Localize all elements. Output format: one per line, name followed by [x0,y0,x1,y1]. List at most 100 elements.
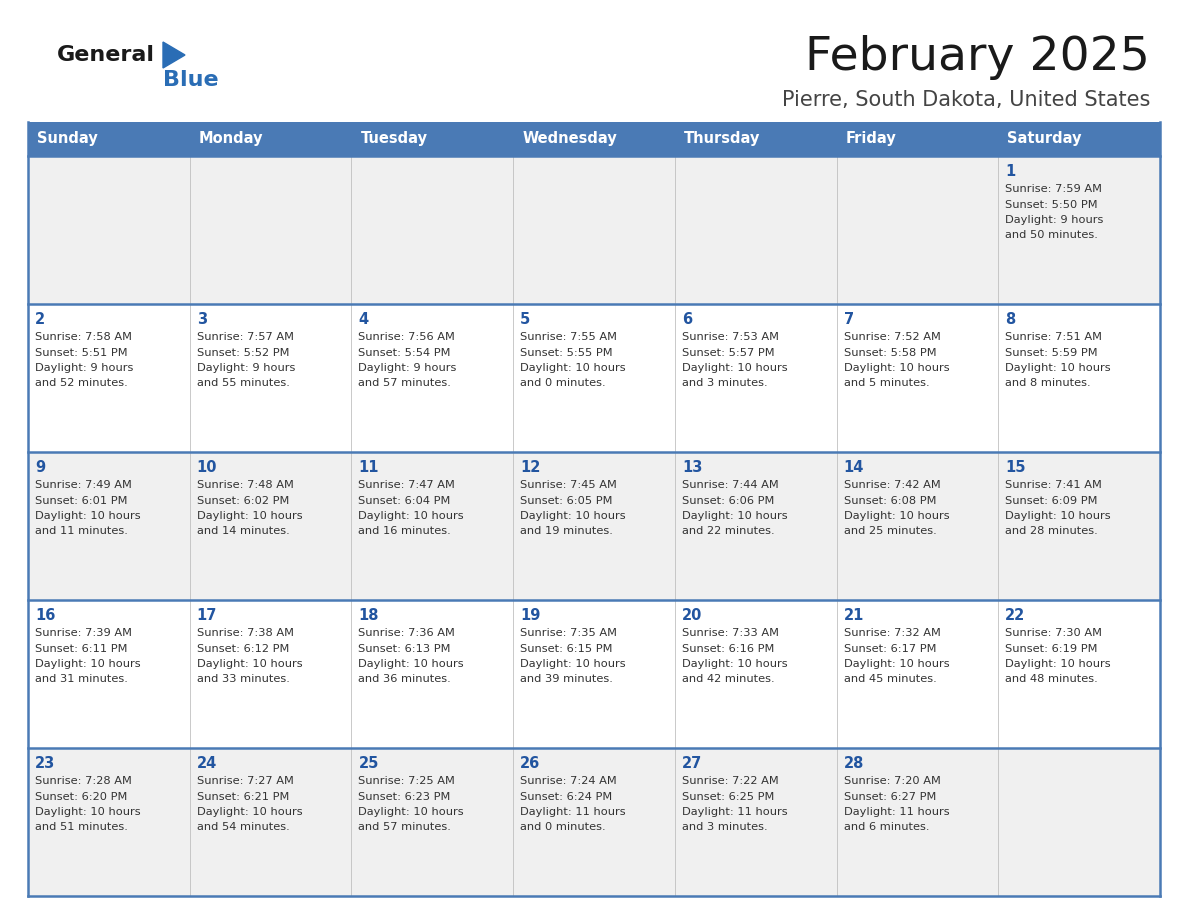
Text: Daylight: 11 hours: Daylight: 11 hours [843,807,949,817]
Text: Sunrise: 7:30 AM: Sunrise: 7:30 AM [1005,628,1102,638]
Text: Sunset: 6:04 PM: Sunset: 6:04 PM [359,496,450,506]
Text: Sunset: 5:51 PM: Sunset: 5:51 PM [34,348,127,357]
Text: Daylight: 9 hours: Daylight: 9 hours [34,363,133,373]
Text: 6: 6 [682,311,691,327]
Text: Sunrise: 7:41 AM: Sunrise: 7:41 AM [1005,480,1102,490]
Bar [190,122,352,156]
Text: Sunset: 5:52 PM: Sunset: 5:52 PM [197,348,289,357]
Text: Sunset: 6:16 PM: Sunset: 6:16 PM [682,644,775,654]
Text: Sunset: 5:54 PM: Sunset: 5:54 PM [359,348,451,357]
Text: Wednesday: Wednesday [523,131,617,147]
Text: 3: 3 [197,311,207,327]
Text: Sunrise: 7:28 AM: Sunrise: 7:28 AM [34,776,132,786]
Text: Daylight: 10 hours: Daylight: 10 hours [1005,511,1111,521]
Text: Friday: Friday [846,131,896,147]
Text: Daylight: 10 hours: Daylight: 10 hours [1005,363,1111,373]
Text: Daylight: 10 hours: Daylight: 10 hours [843,659,949,669]
Text: Daylight: 10 hours: Daylight: 10 hours [197,807,302,817]
Text: and 25 minutes.: and 25 minutes. [843,527,936,536]
Text: Sunset: 5:58 PM: Sunset: 5:58 PM [843,348,936,357]
Text: Sunset: 6:11 PM: Sunset: 6:11 PM [34,644,127,654]
Text: and 11 minutes.: and 11 minutes. [34,527,128,536]
Text: and 0 minutes.: and 0 minutes. [520,378,606,388]
Text: Sunrise: 7:57 AM: Sunrise: 7:57 AM [197,332,293,342]
Text: Daylight: 9 hours: Daylight: 9 hours [197,363,295,373]
Text: 27: 27 [682,756,702,770]
Text: 14: 14 [843,460,864,475]
Text: Daylight: 10 hours: Daylight: 10 hours [34,511,140,521]
Text: and 8 minutes.: and 8 minutes. [1005,378,1091,388]
Bar [29,122,190,156]
Text: and 28 minutes.: and 28 minutes. [1005,527,1098,536]
Text: Sunset: 6:05 PM: Sunset: 6:05 PM [520,496,613,506]
Text: Monday: Monday [198,131,264,147]
Text: Sunrise: 7:59 AM: Sunrise: 7:59 AM [1005,184,1102,194]
Text: 28: 28 [843,756,864,770]
Text: 9: 9 [34,460,45,475]
Text: 16: 16 [34,608,56,622]
Text: and 0 minutes.: and 0 minutes. [520,823,606,833]
Text: General: General [57,45,154,65]
Text: Sunrise: 7:22 AM: Sunrise: 7:22 AM [682,776,778,786]
Text: Sunset: 6:01 PM: Sunset: 6:01 PM [34,496,127,506]
Text: Daylight: 10 hours: Daylight: 10 hours [520,659,626,669]
Bar [836,122,998,156]
Text: Daylight: 10 hours: Daylight: 10 hours [520,363,626,373]
Text: 19: 19 [520,608,541,622]
Text: and 3 minutes.: and 3 minutes. [682,823,767,833]
Text: and 48 minutes.: and 48 minutes. [1005,675,1098,685]
Text: Sunset: 6:15 PM: Sunset: 6:15 PM [520,644,613,654]
Text: Sunrise: 7:42 AM: Sunrise: 7:42 AM [843,480,941,490]
Bar [29,748,1159,896]
Text: Sunrise: 7:53 AM: Sunrise: 7:53 AM [682,332,779,342]
Text: Daylight: 10 hours: Daylight: 10 hours [197,659,302,669]
Text: Sunrise: 7:32 AM: Sunrise: 7:32 AM [843,628,941,638]
Text: Sunset: 5:50 PM: Sunset: 5:50 PM [1005,199,1098,209]
Text: Sunset: 6:06 PM: Sunset: 6:06 PM [682,496,775,506]
Text: and 31 minutes.: and 31 minutes. [34,675,128,685]
Text: Sunrise: 7:55 AM: Sunrise: 7:55 AM [520,332,617,342]
Text: Sunrise: 7:27 AM: Sunrise: 7:27 AM [197,776,293,786]
Text: and 22 minutes.: and 22 minutes. [682,527,775,536]
Text: Sunset: 5:59 PM: Sunset: 5:59 PM [1005,348,1098,357]
Text: Sunrise: 7:39 AM: Sunrise: 7:39 AM [34,628,132,638]
Text: Sunday: Sunday [37,131,97,147]
Text: Sunset: 6:27 PM: Sunset: 6:27 PM [843,791,936,801]
Text: 15: 15 [1005,460,1025,475]
Text: Daylight: 10 hours: Daylight: 10 hours [197,511,302,521]
Text: and 6 minutes.: and 6 minutes. [843,823,929,833]
Text: Pierre, South Dakota, United States: Pierre, South Dakota, United States [782,90,1150,110]
Text: 1: 1 [1005,163,1016,178]
Text: Sunrise: 7:35 AM: Sunrise: 7:35 AM [520,628,617,638]
Text: and 42 minutes.: and 42 minutes. [682,675,775,685]
Text: Thursday: Thursday [684,131,760,147]
Text: and 19 minutes.: and 19 minutes. [520,527,613,536]
Text: Daylight: 10 hours: Daylight: 10 hours [682,511,788,521]
Text: Sunset: 6:21 PM: Sunset: 6:21 PM [197,791,289,801]
Text: 12: 12 [520,460,541,475]
Text: Sunrise: 7:24 AM: Sunrise: 7:24 AM [520,776,617,786]
Text: Sunset: 6:19 PM: Sunset: 6:19 PM [1005,644,1098,654]
Bar [352,122,513,156]
Text: and 57 minutes.: and 57 minutes. [359,823,451,833]
Text: Sunset: 6:25 PM: Sunset: 6:25 PM [682,791,775,801]
Text: 7: 7 [843,311,854,327]
Bar [29,452,1159,600]
Text: Sunset: 6:17 PM: Sunset: 6:17 PM [843,644,936,654]
Text: Daylight: 11 hours: Daylight: 11 hours [682,807,788,817]
Text: Sunset: 6:13 PM: Sunset: 6:13 PM [359,644,451,654]
Text: Daylight: 10 hours: Daylight: 10 hours [682,659,788,669]
Polygon shape [163,42,185,68]
Text: and 14 minutes.: and 14 minutes. [197,527,290,536]
Text: and 52 minutes.: and 52 minutes. [34,378,128,388]
Text: 10: 10 [197,460,217,475]
Text: and 36 minutes.: and 36 minutes. [359,675,451,685]
Text: Sunrise: 7:44 AM: Sunrise: 7:44 AM [682,480,778,490]
Text: Sunrise: 7:51 AM: Sunrise: 7:51 AM [1005,332,1102,342]
Bar [513,122,675,156]
Text: Daylight: 11 hours: Daylight: 11 hours [520,807,626,817]
Text: and 51 minutes.: and 51 minutes. [34,823,128,833]
Text: 5: 5 [520,311,530,327]
Bar [29,304,1159,452]
Text: 26: 26 [520,756,541,770]
